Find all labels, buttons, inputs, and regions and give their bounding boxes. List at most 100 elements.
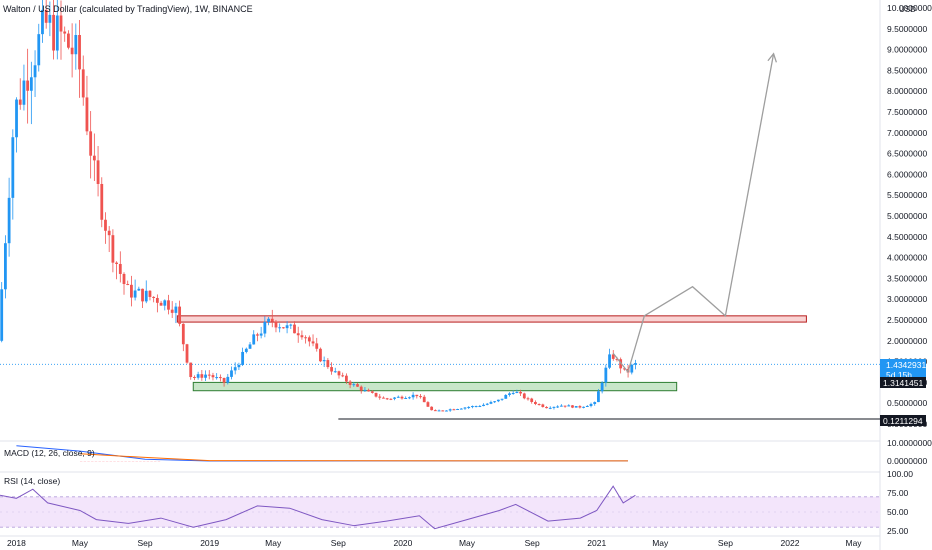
macd-hist-bar bbox=[131, 461, 135, 462]
time-tick-label: 2019 bbox=[200, 538, 219, 548]
candle-body bbox=[263, 321, 267, 334]
candle-body bbox=[226, 376, 230, 383]
macd-histogram bbox=[79, 461, 161, 462]
candle-body bbox=[300, 335, 304, 338]
macd-hist-bar bbox=[128, 461, 131, 462]
time-tick-label: Sep bbox=[138, 538, 153, 548]
macd-hist-bar bbox=[120, 461, 124, 462]
candle-body bbox=[92, 155, 96, 161]
candle-body bbox=[448, 409, 452, 411]
candle-body bbox=[285, 325, 289, 329]
candle-body bbox=[96, 160, 100, 184]
candlestick-series bbox=[0, 0, 637, 412]
macd-hist-bar bbox=[117, 461, 120, 462]
candle-body bbox=[22, 80, 26, 105]
time-tick-label: 2018 bbox=[7, 538, 26, 548]
candle-body bbox=[500, 398, 504, 400]
candle-body bbox=[200, 374, 204, 378]
last-price-tag: 1.4342931 5d 15h bbox=[880, 359, 926, 381]
candle-body bbox=[504, 394, 508, 399]
candle-body bbox=[411, 394, 415, 398]
candle-body bbox=[396, 396, 400, 398]
candle-body bbox=[270, 318, 274, 322]
candle-body bbox=[233, 367, 237, 371]
candle-body bbox=[593, 402, 597, 404]
macd-hist-bar bbox=[135, 461, 138, 462]
candle-body bbox=[526, 398, 530, 400]
rsi-tick-label: 50.00 bbox=[887, 507, 909, 517]
candle-body bbox=[178, 306, 182, 324]
currency-label: USD bbox=[899, 5, 916, 14]
candle-body bbox=[437, 410, 441, 412]
candle-body bbox=[574, 406, 578, 408]
candle-body bbox=[148, 290, 152, 297]
candle-body bbox=[55, 15, 59, 51]
macd-hist-bar bbox=[146, 461, 150, 462]
candle-body bbox=[319, 348, 322, 362]
macd-hist-bar bbox=[79, 461, 83, 462]
rsi-tick-label: 75.00 bbox=[887, 488, 909, 498]
candle-body bbox=[493, 401, 497, 403]
candle-body bbox=[0, 289, 4, 341]
candle-body bbox=[155, 297, 159, 303]
candle-body bbox=[445, 410, 448, 412]
time-tick-label: May bbox=[459, 538, 476, 548]
symbol-title[interactable]: Walton / US Dollar (calculated by Tradin… bbox=[3, 4, 253, 14]
candle-body bbox=[193, 377, 196, 379]
rsi-line bbox=[0, 485, 636, 530]
candle-body bbox=[11, 137, 15, 198]
candle-body bbox=[482, 404, 485, 407]
candle-body bbox=[230, 370, 233, 377]
candle-body bbox=[137, 288, 141, 291]
candle-body bbox=[130, 284, 133, 298]
macd-title[interactable]: MACD (12, 26, close, 9) bbox=[4, 448, 95, 458]
candle-countdown: 5d 15h bbox=[886, 370, 912, 380]
support-zone[interactable] bbox=[192, 381, 678, 392]
candle-body bbox=[293, 324, 296, 334]
candle-body bbox=[615, 358, 619, 360]
candle-body bbox=[70, 47, 74, 55]
candle-body bbox=[311, 341, 315, 344]
price-tick-label: 4.5000000 bbox=[887, 232, 927, 242]
macd-hist-bar bbox=[91, 461, 94, 462]
candle-body bbox=[181, 323, 185, 345]
candle-body bbox=[256, 334, 259, 336]
time-axis[interactable]: 2018 May Sep 2019 May Sep 2020 May Sep 2021 May Sep… bbox=[7, 538, 862, 548]
candle-body bbox=[74, 34, 78, 55]
candle-body bbox=[589, 403, 593, 407]
candle-body bbox=[441, 410, 445, 412]
candle-body bbox=[29, 77, 33, 91]
candle-body bbox=[600, 382, 604, 392]
resistance-zone[interactable] bbox=[176, 315, 807, 323]
macd-hist-bar bbox=[124, 461, 127, 462]
candle-body bbox=[422, 396, 426, 403]
candle-body bbox=[122, 273, 126, 285]
rsi-axis: 100.00 75.00 50.00 25.00 bbox=[887, 469, 913, 536]
macd-hist-bar bbox=[154, 461, 157, 462]
rsi-title[interactable]: RSI (14, close) bbox=[4, 476, 61, 486]
candle-body bbox=[18, 99, 22, 105]
candle-body bbox=[174, 306, 178, 313]
projection-path[interactable] bbox=[612, 53, 775, 374]
candle-body bbox=[352, 384, 356, 386]
macd-hist-bar bbox=[142, 461, 146, 462]
candle-body bbox=[204, 374, 207, 378]
macd-hist-bar bbox=[150, 461, 153, 462]
candle-body bbox=[115, 262, 118, 264]
candle-body bbox=[185, 344, 189, 363]
candle-body bbox=[196, 374, 200, 378]
candle-body bbox=[159, 302, 163, 306]
candle-body bbox=[15, 99, 18, 138]
candle-body bbox=[474, 406, 478, 408]
candle-body bbox=[604, 367, 608, 383]
candle-body bbox=[433, 410, 437, 412]
candle-body bbox=[578, 406, 582, 408]
candle-body bbox=[541, 404, 545, 407]
level-tag-2-value: 0.1211294 bbox=[883, 416, 923, 426]
candle-body bbox=[630, 364, 634, 373]
candle-body bbox=[337, 371, 341, 376]
candle-body bbox=[348, 381, 352, 385]
candle-body bbox=[37, 34, 41, 66]
candle-body bbox=[63, 31, 67, 34]
